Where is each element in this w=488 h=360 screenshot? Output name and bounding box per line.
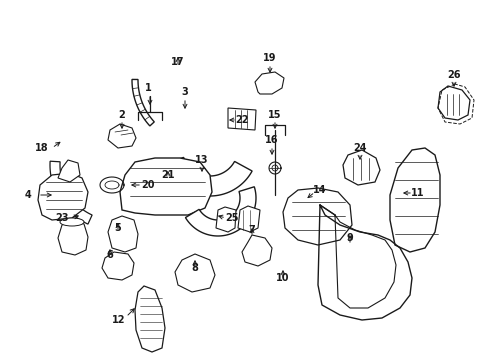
Polygon shape xyxy=(254,72,284,94)
Polygon shape xyxy=(108,124,136,148)
Polygon shape xyxy=(135,286,164,352)
Text: 25: 25 xyxy=(225,213,238,223)
Text: 11: 11 xyxy=(410,188,424,198)
Polygon shape xyxy=(283,188,351,245)
Polygon shape xyxy=(38,173,88,220)
Text: 2: 2 xyxy=(119,110,125,120)
Polygon shape xyxy=(132,80,154,126)
Text: 19: 19 xyxy=(263,53,276,63)
Polygon shape xyxy=(185,187,256,236)
Polygon shape xyxy=(437,86,469,120)
Polygon shape xyxy=(58,220,88,255)
Text: 13: 13 xyxy=(195,155,208,165)
Text: 6: 6 xyxy=(106,250,113,260)
Polygon shape xyxy=(50,161,92,224)
Text: 4: 4 xyxy=(24,190,31,200)
Polygon shape xyxy=(102,252,134,280)
Ellipse shape xyxy=(60,218,84,226)
Polygon shape xyxy=(120,158,212,215)
Polygon shape xyxy=(389,148,439,252)
Polygon shape xyxy=(108,216,138,252)
Text: 8: 8 xyxy=(191,263,198,273)
Text: 17: 17 xyxy=(171,57,184,67)
Polygon shape xyxy=(342,150,379,185)
Text: 18: 18 xyxy=(35,143,49,153)
Text: 23: 23 xyxy=(55,213,69,223)
Text: 10: 10 xyxy=(276,273,289,283)
Text: 16: 16 xyxy=(264,135,278,145)
Text: 1: 1 xyxy=(144,83,151,93)
Text: 9: 9 xyxy=(346,233,353,243)
Text: 14: 14 xyxy=(313,185,326,195)
Polygon shape xyxy=(242,235,271,266)
Polygon shape xyxy=(216,207,236,232)
Text: 7: 7 xyxy=(248,225,255,235)
Text: 3: 3 xyxy=(181,87,188,97)
Text: 5: 5 xyxy=(114,223,121,233)
Text: 21: 21 xyxy=(161,170,174,180)
Text: 26: 26 xyxy=(447,70,460,80)
Text: 22: 22 xyxy=(235,115,248,125)
Polygon shape xyxy=(58,160,80,182)
Text: 20: 20 xyxy=(141,180,154,190)
Text: 15: 15 xyxy=(268,110,281,120)
Text: 12: 12 xyxy=(112,315,125,325)
Polygon shape xyxy=(175,254,215,292)
Text: 24: 24 xyxy=(352,143,366,153)
Polygon shape xyxy=(227,108,256,130)
Polygon shape xyxy=(238,206,260,232)
Polygon shape xyxy=(164,157,252,196)
